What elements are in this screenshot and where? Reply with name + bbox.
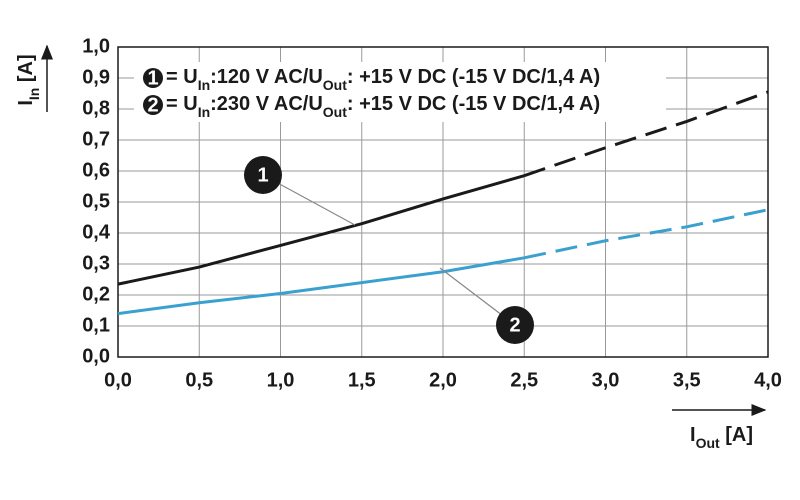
x-tick-label: 3,0 <box>592 369 620 391</box>
y-tick-label: 0,6 <box>82 159 110 181</box>
series-line <box>117 174 525 286</box>
subscript: Out <box>696 435 720 451</box>
subscript: Out <box>323 104 347 120</box>
y-tick-label: 0,0 <box>82 345 110 367</box>
x-tick-label: 1,5 <box>348 369 376 391</box>
label-part: = U <box>166 66 198 88</box>
label-part: I <box>15 100 37 106</box>
series-line <box>117 256 525 316</box>
x-tick-label: 0,5 <box>185 369 213 391</box>
legend-marker-label: 1 <box>147 67 158 89</box>
x-tick-label: 0,0 <box>104 369 132 391</box>
x-tick-label: 2,5 <box>510 369 538 391</box>
y-tick-label: 0,9 <box>82 66 110 88</box>
callout-circle <box>496 306 534 344</box>
label-part: [A] <box>15 54 37 87</box>
legend-label: = UIn:230 V AC/UOut: +15 V DC (-15 V DC/… <box>166 93 600 119</box>
label-part: :230 V AC/U <box>210 93 323 115</box>
legend-label: = UIn:120 V AC/UOut: +15 V DC (-15 V DC/… <box>166 66 600 92</box>
plot-frame <box>117 46 769 358</box>
y-tick-label: 0,5 <box>82 190 110 212</box>
y-tick-label: 0,7 <box>82 128 110 150</box>
y-axis-label: IIn [A] <box>15 54 41 105</box>
y-tick-label: 0,3 <box>82 252 110 274</box>
label-part: :120 V AC/U <box>210 66 323 88</box>
y-tick-label: 1,0 <box>82 35 110 57</box>
callout-label: 2 <box>509 314 520 336</box>
y-tick-label: 0,8 <box>82 97 110 119</box>
x-tick-label: 2,0 <box>429 369 457 391</box>
subscript: Out <box>323 77 347 93</box>
label-part: = U <box>166 93 198 115</box>
series-line-dashed <box>523 208 769 260</box>
legend-box <box>134 62 666 122</box>
legend-marker <box>143 95 163 115</box>
x-axis-label: IOut [A] <box>690 424 753 450</box>
y-tick-label: 0,2 <box>82 283 110 305</box>
label-part: [A] <box>720 424 753 446</box>
y-tick-label: 0,1 <box>82 314 110 336</box>
label-part: : +15 V DC (-15 V DC/1,4 A) <box>347 66 600 88</box>
callout-circle <box>244 156 282 194</box>
label-part: : +15 V DC (-15 V DC/1,4 A) <box>347 93 600 115</box>
label-part: I <box>690 424 696 446</box>
series-line-dashed <box>523 90 769 178</box>
legend-marker-label: 2 <box>147 94 158 116</box>
y-tick-label: 0,4 <box>82 221 111 243</box>
x-tick-label: 4,0 <box>754 369 782 391</box>
x-tick-label: 3,5 <box>673 369 701 391</box>
subscript: In <box>26 88 42 100</box>
subscript: In <box>198 77 210 93</box>
callout-label: 1 <box>257 164 268 186</box>
subscript: In <box>198 104 210 120</box>
legend-marker <box>143 68 163 88</box>
x-tick-label: 1,0 <box>267 369 295 391</box>
